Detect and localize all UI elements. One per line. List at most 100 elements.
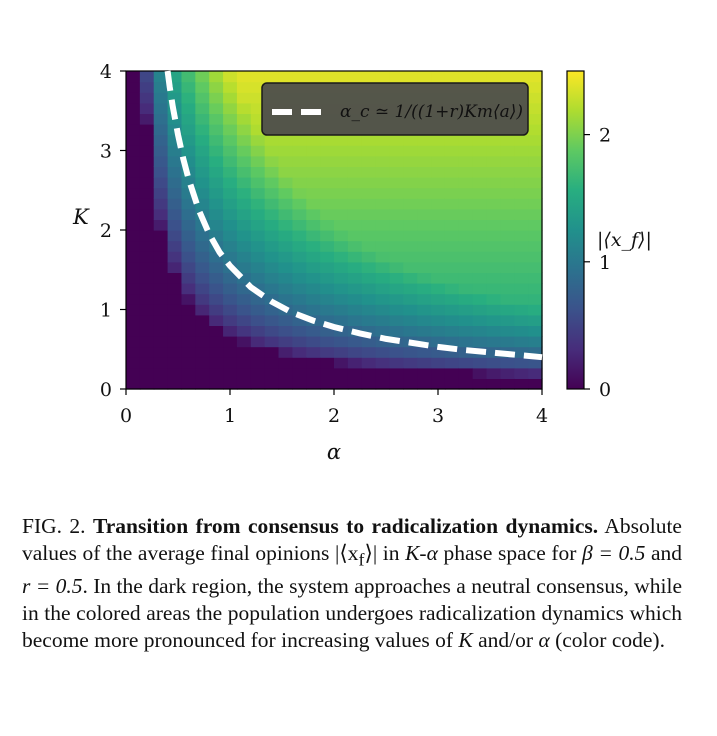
heatmap-cell (528, 293, 543, 305)
heatmap-cell (389, 145, 404, 157)
heatmap-cell (458, 240, 474, 252)
heatmap-cell (486, 304, 501, 316)
heatmap-cell (472, 208, 488, 220)
y-tick-label: 2 (100, 220, 112, 242)
heatmap-cell (514, 230, 529, 242)
heatmap-cell (278, 145, 293, 157)
heatmap-cell (153, 346, 169, 358)
heatmap-cell (389, 272, 404, 284)
heatmap-cell (334, 378, 349, 390)
heatmap-cell (431, 219, 446, 231)
heatmap-cell (514, 261, 529, 273)
heatmap-cell (444, 283, 460, 295)
heatmap-cell (209, 145, 224, 157)
heatmap-cell (292, 304, 307, 316)
heatmap-cell (153, 81, 169, 93)
heatmap-cell (236, 272, 252, 284)
heatmap-cell (167, 145, 183, 157)
heatmap-cell (514, 155, 529, 167)
heatmap-cell (417, 325, 432, 337)
heatmap-cell (334, 261, 349, 273)
heatmap-cell (264, 198, 280, 210)
heatmap-cell (403, 155, 418, 167)
heatmap-cell (431, 336, 446, 348)
heatmap-cell (444, 208, 460, 220)
heatmap-cell (500, 336, 515, 348)
heatmap-cell (209, 367, 224, 379)
heatmap-cell (250, 251, 266, 263)
heatmap-cell (153, 71, 169, 83)
heatmap-cell (250, 346, 266, 358)
heatmap-cell (528, 346, 543, 358)
heatmap-cell (514, 346, 529, 358)
heatmap-cell (403, 166, 418, 178)
heatmap-cell (264, 261, 280, 273)
heatmap-cell (236, 283, 252, 295)
heatmap-cell (417, 145, 432, 157)
heatmap-cell (458, 155, 474, 167)
heatmap-cell (250, 261, 266, 273)
heatmap-cell (444, 314, 460, 326)
heatmap-cell (292, 325, 307, 337)
heatmap-cell (139, 134, 155, 146)
heatmap-cell (306, 325, 321, 337)
heatmap-cell (514, 166, 529, 178)
heatmap-cell (167, 177, 183, 189)
caption-title: Transition from consensus to radicalizat… (92, 514, 599, 538)
heatmap-cell (167, 283, 183, 295)
heatmap-cell (472, 155, 488, 167)
heatmap-cell (347, 367, 363, 379)
heatmap-cell (431, 325, 446, 337)
heatmap-cell (278, 357, 293, 369)
heatmap-cell (223, 314, 238, 326)
heatmap-cell (292, 177, 307, 189)
heatmap-cell (347, 293, 363, 305)
heatmap-cell (458, 145, 474, 157)
heatmap-cell (361, 367, 377, 379)
heatmap-cell (528, 113, 543, 125)
heatmap-cell (500, 251, 515, 263)
heatmap-cell (264, 357, 280, 369)
heatmap-cell (167, 240, 183, 252)
heatmap-cell (334, 198, 349, 210)
heatmap-cell (209, 272, 224, 284)
heatmap-cell (389, 187, 404, 199)
heatmap-cell (334, 357, 349, 369)
heatmap-cell (167, 208, 183, 220)
heatmap-cell (181, 145, 196, 157)
heatmap-cell (181, 283, 196, 295)
heatmap-cell (181, 219, 196, 231)
heatmap-cell (139, 272, 155, 284)
heatmap-cell (181, 124, 196, 136)
heatmap-cell (278, 177, 293, 189)
heatmap-cell (292, 187, 307, 199)
heatmap-cell (209, 124, 224, 136)
heatmap-cell (486, 219, 501, 231)
heatmap-cell (209, 166, 224, 178)
heatmap-cell (139, 92, 155, 104)
heatmap-cell (514, 325, 529, 337)
heatmap-cell (195, 187, 210, 199)
heatmap-cell (375, 134, 391, 146)
heatmap-cell (417, 219, 432, 231)
heatmap-cell (417, 187, 432, 199)
heatmap-cell (403, 230, 418, 242)
heatmap-cell (195, 272, 210, 284)
heatmap-cell (292, 357, 307, 369)
heatmap-cell (209, 187, 224, 199)
heatmap-cell (403, 261, 418, 273)
heatmap-cell (264, 134, 280, 146)
heatmap-cell (514, 134, 529, 146)
heatmap-cell (347, 198, 363, 210)
heatmap-cell (375, 357, 391, 369)
heatmap-cell (320, 293, 335, 305)
heatmap-cell (500, 187, 515, 199)
heatmap-cell (514, 187, 529, 199)
heatmap-cell (444, 251, 460, 263)
heatmap-cell (195, 378, 210, 390)
heatmap-cell (264, 314, 280, 326)
y-tick-label: 1 (100, 300, 112, 322)
heatmap-cell (375, 145, 391, 157)
heatmap-cell (126, 230, 141, 242)
heatmap-cell (458, 304, 474, 316)
